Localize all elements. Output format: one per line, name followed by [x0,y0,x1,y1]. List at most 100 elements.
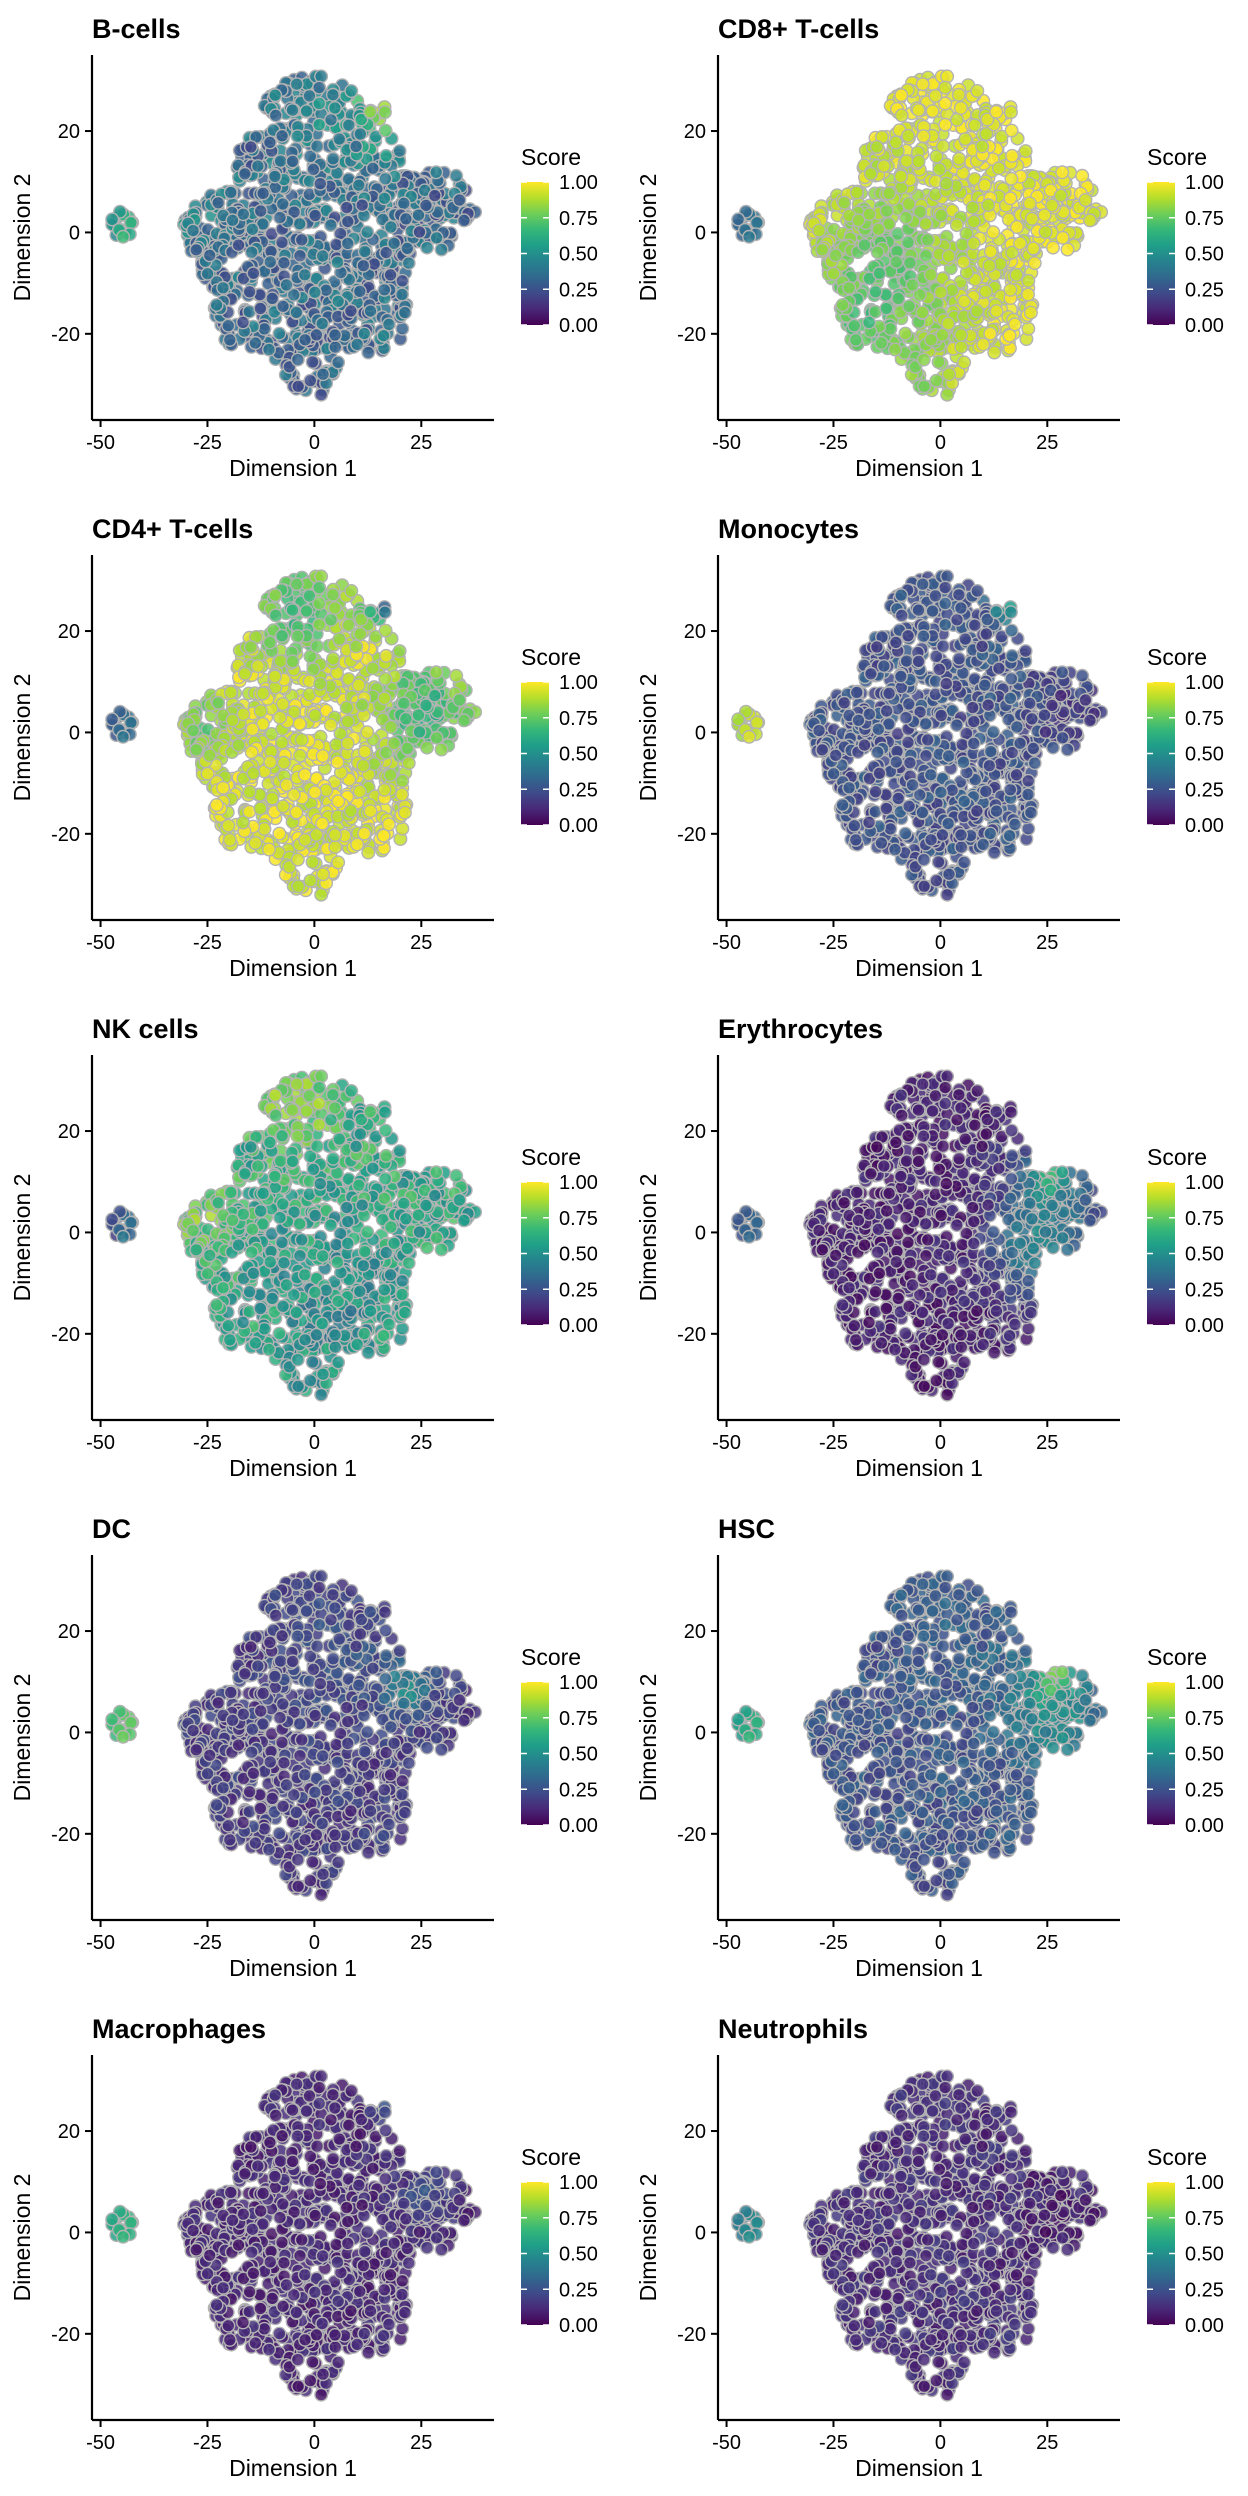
data-point [363,304,378,319]
data-point [847,818,862,833]
data-point [882,686,897,701]
data-point [312,580,327,595]
y-tick-label: -20 [51,324,80,346]
data-point [395,821,410,836]
data-point [279,278,294,293]
data-point [934,208,949,223]
data-point [395,287,410,302]
data-point [902,755,917,770]
data-point [879,301,894,316]
x-tick-label: 25 [410,932,432,954]
data-point [1003,691,1018,706]
data-point [392,644,407,659]
data-point [1038,224,1053,239]
data-point [902,255,917,270]
data-point [835,298,850,313]
data-point [383,720,398,735]
data-point [1004,671,1019,686]
data-point [395,1321,410,1336]
data-point [883,821,898,836]
data-point [339,700,354,715]
data-point [945,283,960,298]
data-point [954,340,969,355]
data-point [1021,821,1036,836]
legend-tick-label: 0.50 [1185,744,1224,766]
data-point [357,326,372,341]
data-point [275,235,290,250]
data-point [1002,328,1017,343]
data-point [983,326,998,341]
data-point [894,608,909,623]
data-point [325,587,340,602]
y-tick-label: 20 [58,621,80,643]
data-point [1009,767,1024,782]
data-point [915,305,930,320]
data-point [982,258,997,273]
data-point [837,195,852,210]
data-point [967,618,982,633]
data-point [888,635,903,650]
data-point [298,832,313,847]
data-point [257,821,272,836]
data-point [330,755,345,770]
data-point [828,248,843,263]
data-point [1037,208,1052,223]
data-point [979,126,994,141]
data-point [276,755,291,770]
data-point [1027,256,1042,271]
data-point [243,640,258,655]
data-point [307,285,322,300]
data-point [328,328,343,343]
data-point [899,154,914,169]
data-point [812,723,827,738]
data-point [356,758,371,773]
data-point [863,666,878,681]
data-point [297,767,312,782]
data-point [291,879,306,894]
panel-title: CD8+ T-cells [718,14,879,44]
data-point [427,688,442,703]
data-point [901,628,916,643]
legend-tick-label: 0.00 [1185,815,1224,837]
x-axis-title: Dimension 1 [229,455,357,481]
data-point [812,223,827,238]
legend-tick-label: 0.00 [559,815,598,837]
data-point [377,282,392,297]
data-point [323,718,338,733]
data-point [356,258,371,273]
data-point [989,804,1004,819]
data-point [894,88,909,103]
data-point [250,159,265,174]
data-point [936,139,951,154]
data-point [449,668,464,683]
data-point [952,651,967,666]
data-point [917,379,932,394]
data-point [981,198,996,213]
data-point [341,118,356,133]
data-point [924,332,939,347]
data-point [378,671,393,686]
y-tick-label: 0 [69,222,80,244]
data-point [289,305,304,320]
data-point [323,218,338,233]
data-point [262,842,277,857]
data-point [313,176,328,191]
x-tick-label: -25 [819,432,848,454]
y-tick-label: 0 [69,722,80,744]
data-point [315,749,330,764]
x-tick-label: -25 [193,932,222,954]
x-tick-label: -50 [712,932,741,954]
data-point [202,248,217,263]
data-point [305,855,320,870]
data-points [731,569,1109,902]
data-point [256,186,271,201]
data-point [225,213,240,228]
data-point [955,737,970,752]
data-point [925,604,940,619]
panel-title: B-cells [92,14,181,44]
data-point [970,584,985,599]
data-point [328,840,343,855]
data-point [314,69,329,84]
data-point [1013,736,1028,751]
data-point [395,273,410,288]
